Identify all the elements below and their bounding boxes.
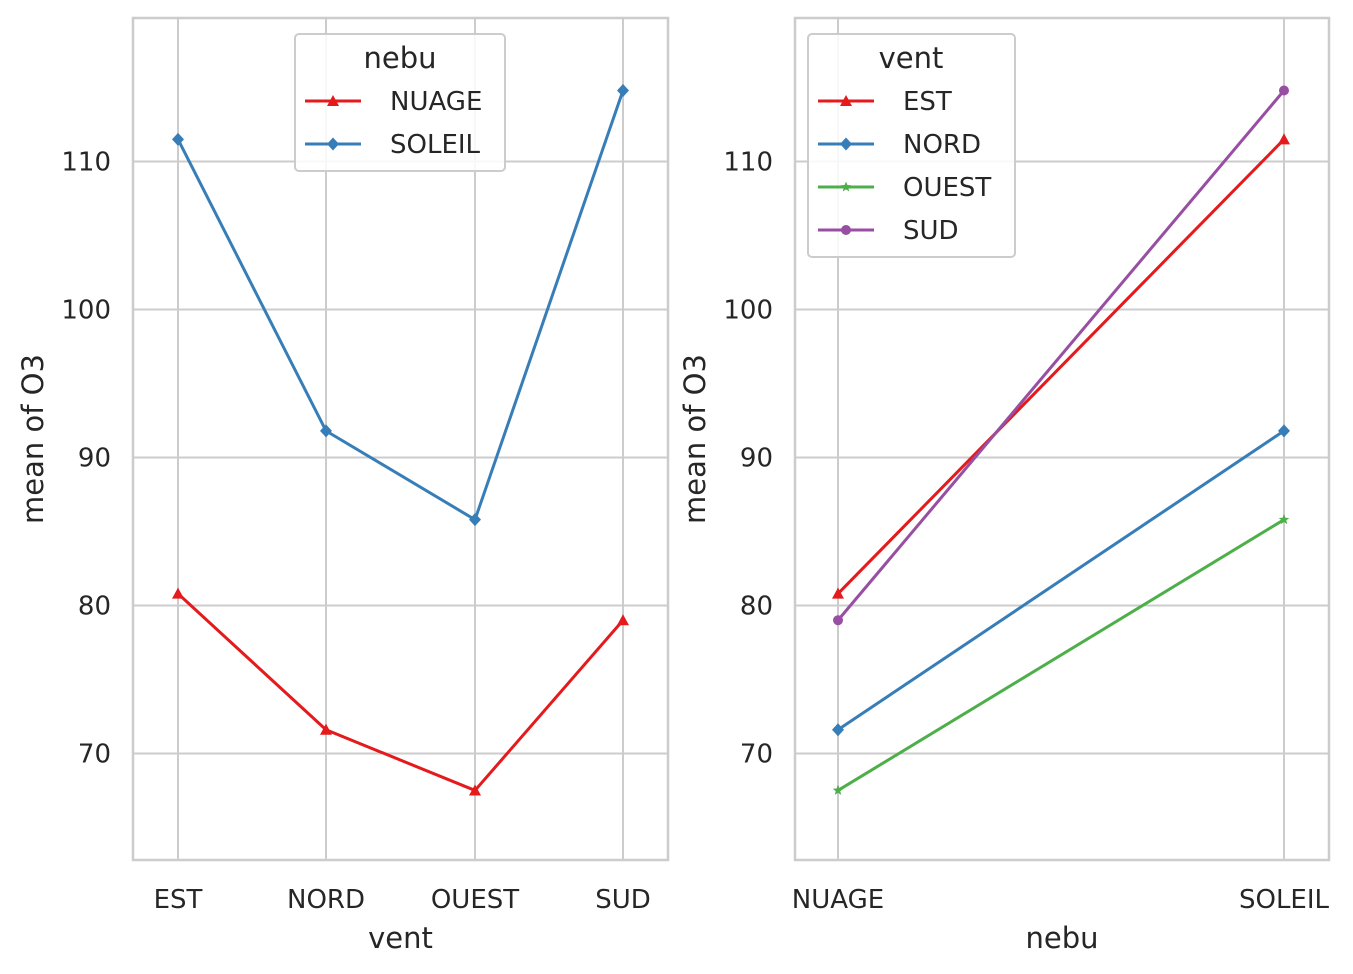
x-axis-label: vent [368, 921, 433, 955]
legend-item: OUEST [818, 173, 991, 203]
legend-item: NORD [818, 130, 981, 160]
y-tick-label: 80 [740, 591, 773, 621]
data-point [320, 424, 332, 438]
series-line [176, 90, 625, 522]
legend-title: vent [879, 41, 944, 75]
plot-frame [793, 16, 1331, 862]
data-point [617, 614, 629, 626]
legend-label: OUEST [903, 173, 991, 203]
y-tick-label: 70 [740, 739, 773, 769]
series-line [837, 518, 1285, 792]
series-line [176, 592, 625, 792]
legend-swatch-marker [327, 137, 339, 151]
y-axis-label: mean of O3 [16, 354, 50, 524]
data-point [617, 84, 629, 98]
data-point [469, 784, 481, 796]
y-tick-label: 110 [61, 148, 111, 178]
series-nuage [172, 587, 629, 796]
legend-item: SOLEIL [305, 130, 481, 160]
x-tick-label: NORD [287, 885, 365, 915]
legend-box [294, 33, 506, 172]
data-point [172, 587, 184, 599]
x-tick-label: SUD [595, 885, 651, 915]
data-point [1279, 85, 1289, 96]
x-tick-label: OUEST [431, 885, 519, 915]
series-sud [833, 85, 1289, 626]
legend-label: SUD [903, 216, 959, 246]
legend-swatch-marker [840, 181, 852, 192]
y-tick-label: 100 [61, 296, 111, 326]
x-tick-label: EST [154, 885, 203, 915]
y-tick-label: 80 [78, 591, 111, 621]
legend-item: SUD [818, 216, 959, 246]
y-tick-label: 100 [723, 296, 773, 326]
legend-swatch-marker [841, 225, 851, 235]
data-point [832, 587, 844, 599]
data-point [172, 132, 184, 146]
legend-swatch-marker [327, 95, 339, 106]
series-line [836, 138, 1286, 595]
plot-frame [131, 16, 670, 862]
x-tick-label: SOLEIL [1239, 885, 1330, 915]
legend-title: nebu [363, 41, 436, 75]
x-tick-label: NUAGE [792, 885, 884, 915]
y-tick-label: 110 [723, 148, 773, 178]
data-point [1278, 133, 1290, 145]
data-point [832, 784, 844, 795]
left-chart-panel: 70 80 90 100 110 EST NORD OUEST SUD vent mean of O… [16, 16, 670, 955]
data-point [833, 615, 843, 626]
legend-item: NUAGE [305, 87, 482, 117]
y-tick-label: 90 [740, 443, 773, 473]
series-nord [832, 424, 1290, 737]
legend-box [807, 33, 1016, 258]
legend-label: NORD [903, 130, 981, 160]
data-point [832, 723, 844, 737]
y-tick-label: 90 [78, 443, 111, 473]
series-line [836, 89, 1286, 622]
series-est [832, 133, 1290, 599]
legend-label: EST [903, 87, 952, 117]
data-point [1278, 514, 1290, 525]
series-ouest [832, 514, 1290, 795]
data-point [320, 723, 332, 735]
series-soleil [172, 84, 629, 527]
legend-swatch-marker [840, 137, 852, 151]
legend: nebu NUAGE SOLEIL [294, 33, 506, 172]
x-axis-label: nebu [1025, 921, 1098, 955]
legend-label: NUAGE [390, 87, 482, 117]
legend: vent EST NORD OUEST SUD [807, 33, 1016, 258]
y-tick-label: 70 [78, 739, 111, 769]
data-point [469, 513, 481, 527]
legend-item: EST [818, 87, 952, 117]
series-line [837, 429, 1285, 732]
legend-swatch-marker [840, 95, 852, 106]
right-chart-panel: 70 80 90 100 110 NUAGE SOLEIL nebu mean of O3 ven… [678, 16, 1331, 955]
data-point [1278, 424, 1290, 438]
legend-label: SOLEIL [390, 130, 481, 160]
y-axis-label: mean of O3 [678, 354, 712, 524]
